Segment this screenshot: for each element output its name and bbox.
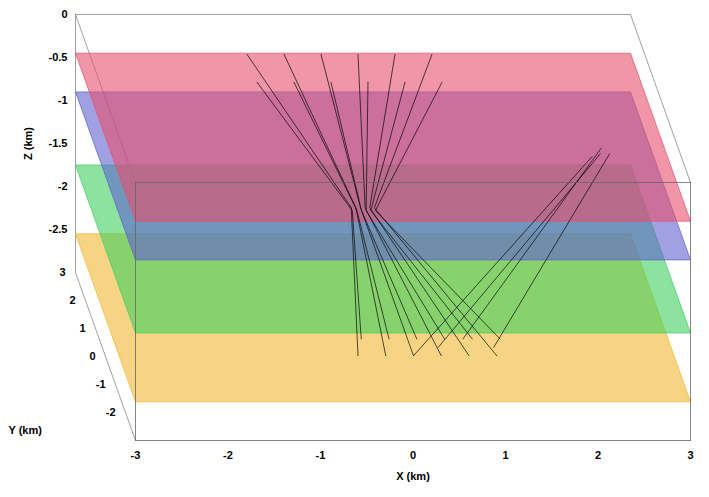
svg-text:X (km): X (km) <box>396 470 430 482</box>
svg-text:3: 3 <box>687 449 693 461</box>
svg-text:1: 1 <box>79 322 85 334</box>
svg-text:-2.5: -2.5 <box>49 223 68 235</box>
svg-text:-2: -2 <box>106 406 116 418</box>
svg-text:-1: -1 <box>58 94 68 106</box>
svg-text:Y (km): Y (km) <box>9 424 43 436</box>
svg-text:3: 3 <box>59 266 65 278</box>
svg-text:2: 2 <box>69 294 75 306</box>
svg-text:-3: -3 <box>131 449 141 461</box>
svg-text:-1: -1 <box>316 449 326 461</box>
svg-text:Z (km): Z (km) <box>22 127 34 160</box>
svg-text:-2: -2 <box>58 180 68 192</box>
svg-text:-2: -2 <box>223 449 233 461</box>
svg-text:0: 0 <box>410 449 416 461</box>
svg-text:0: 0 <box>89 350 95 362</box>
svg-text:0: 0 <box>61 8 67 20</box>
svg-text:1: 1 <box>502 449 508 461</box>
svg-text:-1.5: -1.5 <box>49 137 68 149</box>
svg-text:2: 2 <box>595 449 601 461</box>
svg-text:-0.5: -0.5 <box>49 51 68 63</box>
svg-text:-1: -1 <box>96 378 106 390</box>
